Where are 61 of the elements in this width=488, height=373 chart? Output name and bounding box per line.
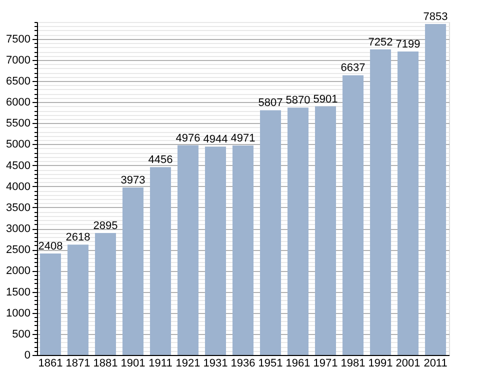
bar xyxy=(94,232,116,355)
y-tick-label: 7000 xyxy=(6,54,30,66)
y-tick-label: 2500 xyxy=(6,244,30,256)
y-tick-label: 3000 xyxy=(6,223,30,236)
bar xyxy=(40,254,61,355)
y-tick-label: 1500 xyxy=(6,286,30,298)
data-label: 5807 xyxy=(258,97,283,110)
y-tick-label: 4500 xyxy=(6,160,30,172)
bar xyxy=(122,188,144,355)
x-tick-label: 1911 xyxy=(148,358,172,370)
data-label: 2895 xyxy=(93,220,118,232)
bar xyxy=(288,108,309,355)
x-tick-label: 1981 xyxy=(340,358,366,370)
x-tick-label: 1971 xyxy=(313,358,338,370)
data-label: 7199 xyxy=(396,38,420,51)
bar xyxy=(425,24,446,355)
bar xyxy=(67,244,88,355)
y-tick-label: 0 xyxy=(24,350,30,362)
bar xyxy=(398,52,419,355)
x-tick-label: 1951 xyxy=(258,358,283,370)
x-tick-label: 2011 xyxy=(424,358,448,370)
y-tick-label: 6000 xyxy=(6,96,30,109)
data-label: 5901 xyxy=(313,93,338,106)
data-label: 5870 xyxy=(286,94,310,107)
bar xyxy=(260,110,282,355)
data-label: 3973 xyxy=(120,174,146,187)
bar xyxy=(204,146,226,355)
bar xyxy=(232,145,254,355)
y-tick-label: 5000 xyxy=(6,138,30,151)
x-tick-label: 1921 xyxy=(176,358,200,370)
y-tick-label: 4000 xyxy=(6,180,30,193)
x-tick-label: 1901 xyxy=(120,358,146,370)
data-label: 2618 xyxy=(66,232,90,244)
data-label: 4976 xyxy=(176,132,200,144)
data-label: 7252 xyxy=(368,36,393,48)
bar xyxy=(150,167,171,355)
bar xyxy=(315,106,336,355)
x-tick-label: 1936 xyxy=(230,358,256,370)
y-tick-label: 6500 xyxy=(6,76,30,88)
y-tick-label: 7500 xyxy=(6,33,30,46)
y-tick-label: 3500 xyxy=(6,202,30,214)
data-label: 4944 xyxy=(203,134,228,146)
x-tick-label: 1861 xyxy=(38,358,63,370)
y-tick-label: 1000 xyxy=(6,307,30,320)
x-tick-label: 1931 xyxy=(203,358,228,370)
x-tick-label: 1961 xyxy=(286,358,310,370)
bar xyxy=(177,145,198,355)
bar xyxy=(370,49,392,355)
y-tick-label: 500 xyxy=(12,328,30,340)
x-tick-label: 1991 xyxy=(368,358,393,370)
data-label: 4456 xyxy=(148,154,173,166)
y-tick-label: 5500 xyxy=(6,118,30,130)
data-label: 2408 xyxy=(38,240,63,252)
y-tick-label: 2000 xyxy=(6,265,30,278)
x-tick-label: 1881 xyxy=(93,358,118,370)
data-label: 7853 xyxy=(423,10,448,23)
bar xyxy=(342,75,364,355)
x-tick-label: 1871 xyxy=(66,358,90,370)
x-tick-label: 2001 xyxy=(396,358,420,370)
data-label: 4971 xyxy=(230,132,256,144)
data-label: 6637 xyxy=(340,62,366,74)
